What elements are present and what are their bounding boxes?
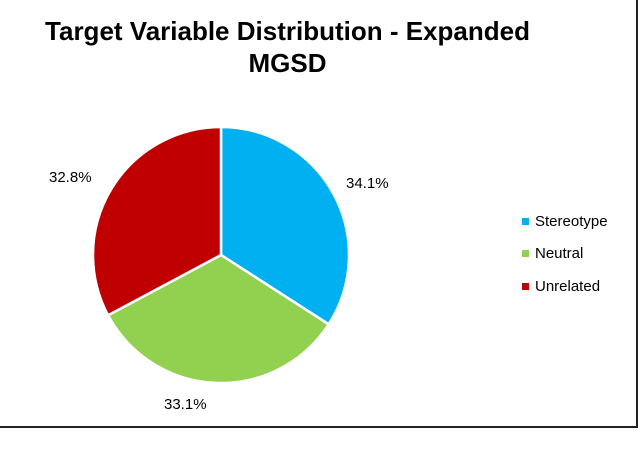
legend-swatch bbox=[522, 218, 529, 225]
chart-frame bbox=[0, 0, 638, 428]
data-label-stereotype: 34.1% bbox=[346, 175, 389, 192]
legend-label: Unrelated bbox=[535, 278, 601, 295]
data-label-unrelated: 32.8% bbox=[49, 169, 92, 186]
legend-item-neutral: Neutral bbox=[522, 245, 583, 262]
legend-item-stereotype: Stereotype bbox=[522, 213, 608, 230]
legend-swatch bbox=[522, 250, 529, 257]
legend-item-unrelated: Unrelated bbox=[522, 278, 600, 295]
chart-title-line-2: MGSD bbox=[248, 48, 327, 78]
data-label-neutral: 33.1% bbox=[164, 396, 207, 413]
chart-title-line-1: Target Variable Distribution - Expanded bbox=[45, 16, 530, 46]
pie-slice-unrelated bbox=[91, 125, 223, 317]
legend-label: Neutral bbox=[535, 245, 584, 262]
legend-swatch bbox=[522, 283, 529, 290]
legend-label: Stereotype bbox=[535, 213, 608, 230]
